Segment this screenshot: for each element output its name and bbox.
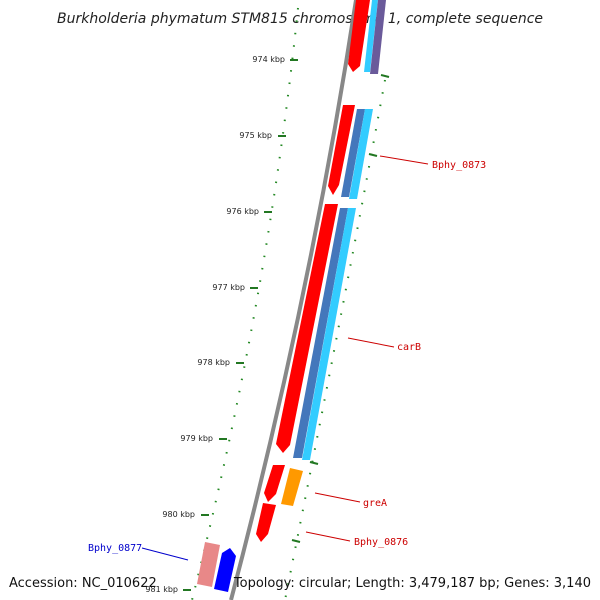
label-grea[interactable]: greA	[314, 492, 387, 509]
cog-bar-light-blue	[364, 0, 378, 72]
label-bphy-0877[interactable]: Bphy_0877	[88, 543, 189, 561]
tick-label: 975 kbp	[239, 131, 272, 140]
label-bphy-0873[interactable]: Bphy_0873	[379, 155, 486, 171]
label-leader	[141, 547, 189, 561]
tick-group-976: 976 kbp	[226, 207, 272, 216]
topology-text: Topology: circular; Length: 3,479,187 bp…	[233, 576, 591, 591]
chromosome-backbone	[229, 0, 358, 600]
tick-group-979: 979 kbp	[180, 434, 227, 443]
label-leader	[379, 155, 429, 165]
gene-label: Bphy_0873	[432, 160, 486, 171]
gene-label: carB	[397, 342, 421, 353]
tick-label: 977 kbp	[212, 283, 245, 292]
cds-reverse-arrow	[214, 548, 236, 592]
tick-label: 978 kbp	[197, 358, 230, 367]
label-leader	[314, 492, 361, 503]
gene-label: greA	[363, 498, 387, 509]
cog-bar-steel	[293, 208, 348, 458]
cog-bar-light-blue	[349, 109, 373, 199]
tick-group-975: 975 kbp	[239, 131, 286, 140]
label-bphy-0876[interactable]: Bphy_0876	[305, 531, 408, 548]
label-leader	[347, 337, 395, 348]
cog-bar-steel	[341, 109, 365, 197]
outer-tick	[291, 539, 301, 543]
inner-dotted-track	[191, 7, 299, 600]
gene-highlight-bar	[281, 468, 303, 506]
label-carb[interactable]: carB	[347, 337, 421, 353]
cds-forward-arrow	[264, 465, 285, 502]
gene-bphy-0877[interactable]	[197, 542, 236, 592]
outer-tick	[368, 153, 378, 157]
cds-forward-arrow	[328, 105, 355, 195]
tick-label: 979 kbp	[180, 434, 213, 443]
gene-carb[interactable]	[276, 204, 356, 460]
outer-tick	[309, 461, 319, 465]
tick-label: 974 kbp	[252, 55, 285, 64]
tick-group-978: 978 kbp	[197, 358, 244, 367]
cds-forward-arrow	[348, 0, 370, 72]
tick-group-981: 981 kbp	[145, 585, 191, 594]
outer-tick	[380, 74, 390, 78]
gene-grea[interactable]	[264, 465, 303, 506]
tick-group-980: 980 kbp	[162, 510, 209, 519]
tick-group-974: 974 kbp	[252, 55, 298, 64]
gene-label: Bphy_0877	[88, 543, 142, 554]
cds-forward-arrow	[256, 503, 276, 542]
cds-pseudo-bar	[197, 542, 220, 587]
gene-bphy-0876[interactable]	[256, 503, 276, 542]
tick-group-977: 977 kbp	[212, 283, 258, 292]
tick-label: 981 kbp	[145, 585, 178, 594]
gene-block-top[interactable]	[348, 0, 386, 74]
gene-label: Bphy_0876	[354, 537, 408, 548]
accession-text: Accession: NC_010622	[9, 576, 157, 591]
outer-dotted-track	[284, 79, 386, 600]
cog-bar-light-blue	[302, 208, 356, 460]
map-title: Burkholderia phymatum STM815 chromosome …	[57, 11, 543, 27]
cds-forward-arrow	[276, 204, 338, 453]
tick-label: 976 kbp	[226, 207, 259, 216]
tick-label: 980 kbp	[162, 510, 195, 519]
cog-bar-steel	[370, 0, 386, 74]
gene-bphy-0873[interactable]	[328, 105, 373, 199]
label-leader	[305, 531, 351, 542]
